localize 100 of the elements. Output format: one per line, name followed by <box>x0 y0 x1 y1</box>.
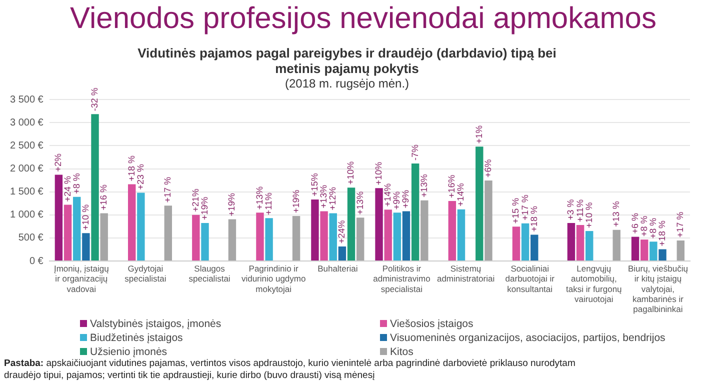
bar <box>375 188 383 260</box>
bar <box>265 218 273 260</box>
y-tick-label: 1 500 € <box>10 186 44 198</box>
annotation: +6% <box>482 159 493 178</box>
annotation: +8 % <box>638 216 649 237</box>
bar <box>512 226 520 260</box>
x-tick-label: Socialiniai darbuotojai ir konsultantai <box>505 263 555 294</box>
annotation: +13 % <box>611 201 622 227</box>
annotation: +19% <box>290 190 301 214</box>
x-tick-label: Lengvųjų automobilių, taksi ir furgonų vairuotojai <box>566 263 622 304</box>
x-tick-label: Buhalteriai <box>318 263 358 274</box>
annotation: +18 % <box>656 220 667 246</box>
annotation: +16% <box>446 174 457 198</box>
bar <box>54 174 63 260</box>
legend-label: Visuomeninės organizacijos, asociacijos, partijos, bendrijos <box>389 332 666 344</box>
legend-label: Valstybinės įstaigos, įmonės <box>89 318 222 330</box>
bar <box>457 209 466 260</box>
bar <box>411 163 420 260</box>
annotation: +21% <box>190 188 200 212</box>
bar <box>100 213 108 260</box>
annotation: +3 % <box>566 199 576 220</box>
y-tick-label: 3 000 € <box>10 117 44 128</box>
annotation: +10 % <box>80 204 90 230</box>
bar <box>384 210 392 260</box>
annotation: +14% <box>456 183 466 206</box>
chart-title: Vienodos profesijos nevienodai apmokamos <box>70 2 656 36</box>
bar <box>402 211 410 260</box>
legend-label: Biudžetinės įstaigos <box>89 332 184 344</box>
annotation: +17 % <box>520 194 530 220</box>
annotation: +12% <box>328 186 338 210</box>
bar <box>576 225 584 260</box>
annotation: +16 % <box>98 184 109 210</box>
annotation: +10% <box>374 162 384 186</box>
bar <box>530 234 538 260</box>
bar <box>256 212 264 260</box>
annotation: +23 % <box>135 164 146 190</box>
bar <box>329 213 337 260</box>
bar <box>631 236 640 260</box>
bar <box>484 180 492 260</box>
annotation: +10% <box>346 161 356 185</box>
y-tick-label: 0 € <box>29 256 44 267</box>
bar <box>164 206 172 260</box>
bar <box>192 214 200 260</box>
annotation: +8 % <box>648 218 658 239</box>
bar <box>658 249 666 260</box>
annotation: -7% <box>410 144 420 160</box>
bar <box>356 218 364 260</box>
bar <box>311 199 319 260</box>
bar <box>448 201 456 260</box>
text: Pastaba: apskaičiuojant vidutines pajamas, vertintos visos apdraustojo, kurio vienintelė arba pagrindinė darbovietė priklauso nurodytam draudėjo tipui, pajamos; vertinti tik tie apdraustieji, kurie dirbo (buvo drausti) visą mėnesį <box>4 358 576 382</box>
x-tick-label: Politikos ir administravimo specialistai <box>373 263 431 294</box>
chart-subtitle: Vidutinės pajamos pagal pareigybes ir draudėjo (darbdavio) tipą bei metinis pajamų pokytis <box>138 45 556 76</box>
annotation: +18 % <box>528 206 539 232</box>
bar <box>73 196 81 260</box>
annotation: +17 % <box>162 176 173 203</box>
annotation: +14% <box>382 183 393 207</box>
bar <box>420 200 428 260</box>
bar <box>228 219 236 260</box>
bar <box>521 223 530 260</box>
bar <box>320 211 328 260</box>
x-tick-label: Pagrindinio ir vidurinio ugdymo mokytojai <box>241 263 306 294</box>
bar <box>91 114 99 260</box>
annotation: +13% <box>418 174 429 198</box>
annotation: +1% <box>474 125 484 144</box>
bar <box>64 204 72 260</box>
bar <box>128 184 136 260</box>
bar <box>567 222 576 260</box>
annotation: +6 % <box>630 213 640 234</box>
annotation: +18 % <box>126 155 136 182</box>
bar <box>201 222 209 260</box>
annotation: +24 % <box>62 176 72 202</box>
y-tick-label: 3 500 € <box>10 94 44 106</box>
annotation: +9% <box>400 190 411 208</box>
annotation: +8 % <box>71 173 82 194</box>
text: (2018 m. rugsėjo mėn.) <box>284 76 410 91</box>
x-tick-label: Sistemų administratoriai <box>436 263 495 284</box>
annotation: +10 % <box>584 202 594 228</box>
bar <box>82 233 90 260</box>
annotation: +13% <box>254 186 264 210</box>
bar <box>292 216 300 260</box>
bar <box>347 188 356 260</box>
annotation: -32 % <box>89 88 100 112</box>
annotation: +13% <box>354 191 365 215</box>
y-tick-label: 500 € <box>18 232 44 244</box>
x-tick-label: Įmonių, įstaigų ir organizacijų vadovai <box>54 263 110 294</box>
x-tick-label: Slaugos specialistai <box>188 263 230 284</box>
y-tick-label: 2 500 € <box>10 140 44 152</box>
legend-label: Viešosios įstaigos <box>389 318 474 330</box>
y-tick-label: 2 000 € <box>10 164 44 175</box>
bar <box>676 240 685 260</box>
y-tick-label: 1 000 € <box>10 210 44 221</box>
annotation: +15 % <box>510 198 521 224</box>
annotation: +13% <box>318 184 329 208</box>
legend-label: Kitos <box>389 346 414 358</box>
x-tick-label: Biurų, viešbučių ir kitų įstaigų valytojai, kambarinės ir pagalbininkai <box>628 263 688 314</box>
bar <box>393 212 402 260</box>
x-tick-label: Gydytojai specialistai <box>124 263 166 284</box>
annotation: +19% <box>226 192 237 216</box>
legend-label: Užsienio įmonės <box>89 346 168 358</box>
bar <box>650 242 658 260</box>
